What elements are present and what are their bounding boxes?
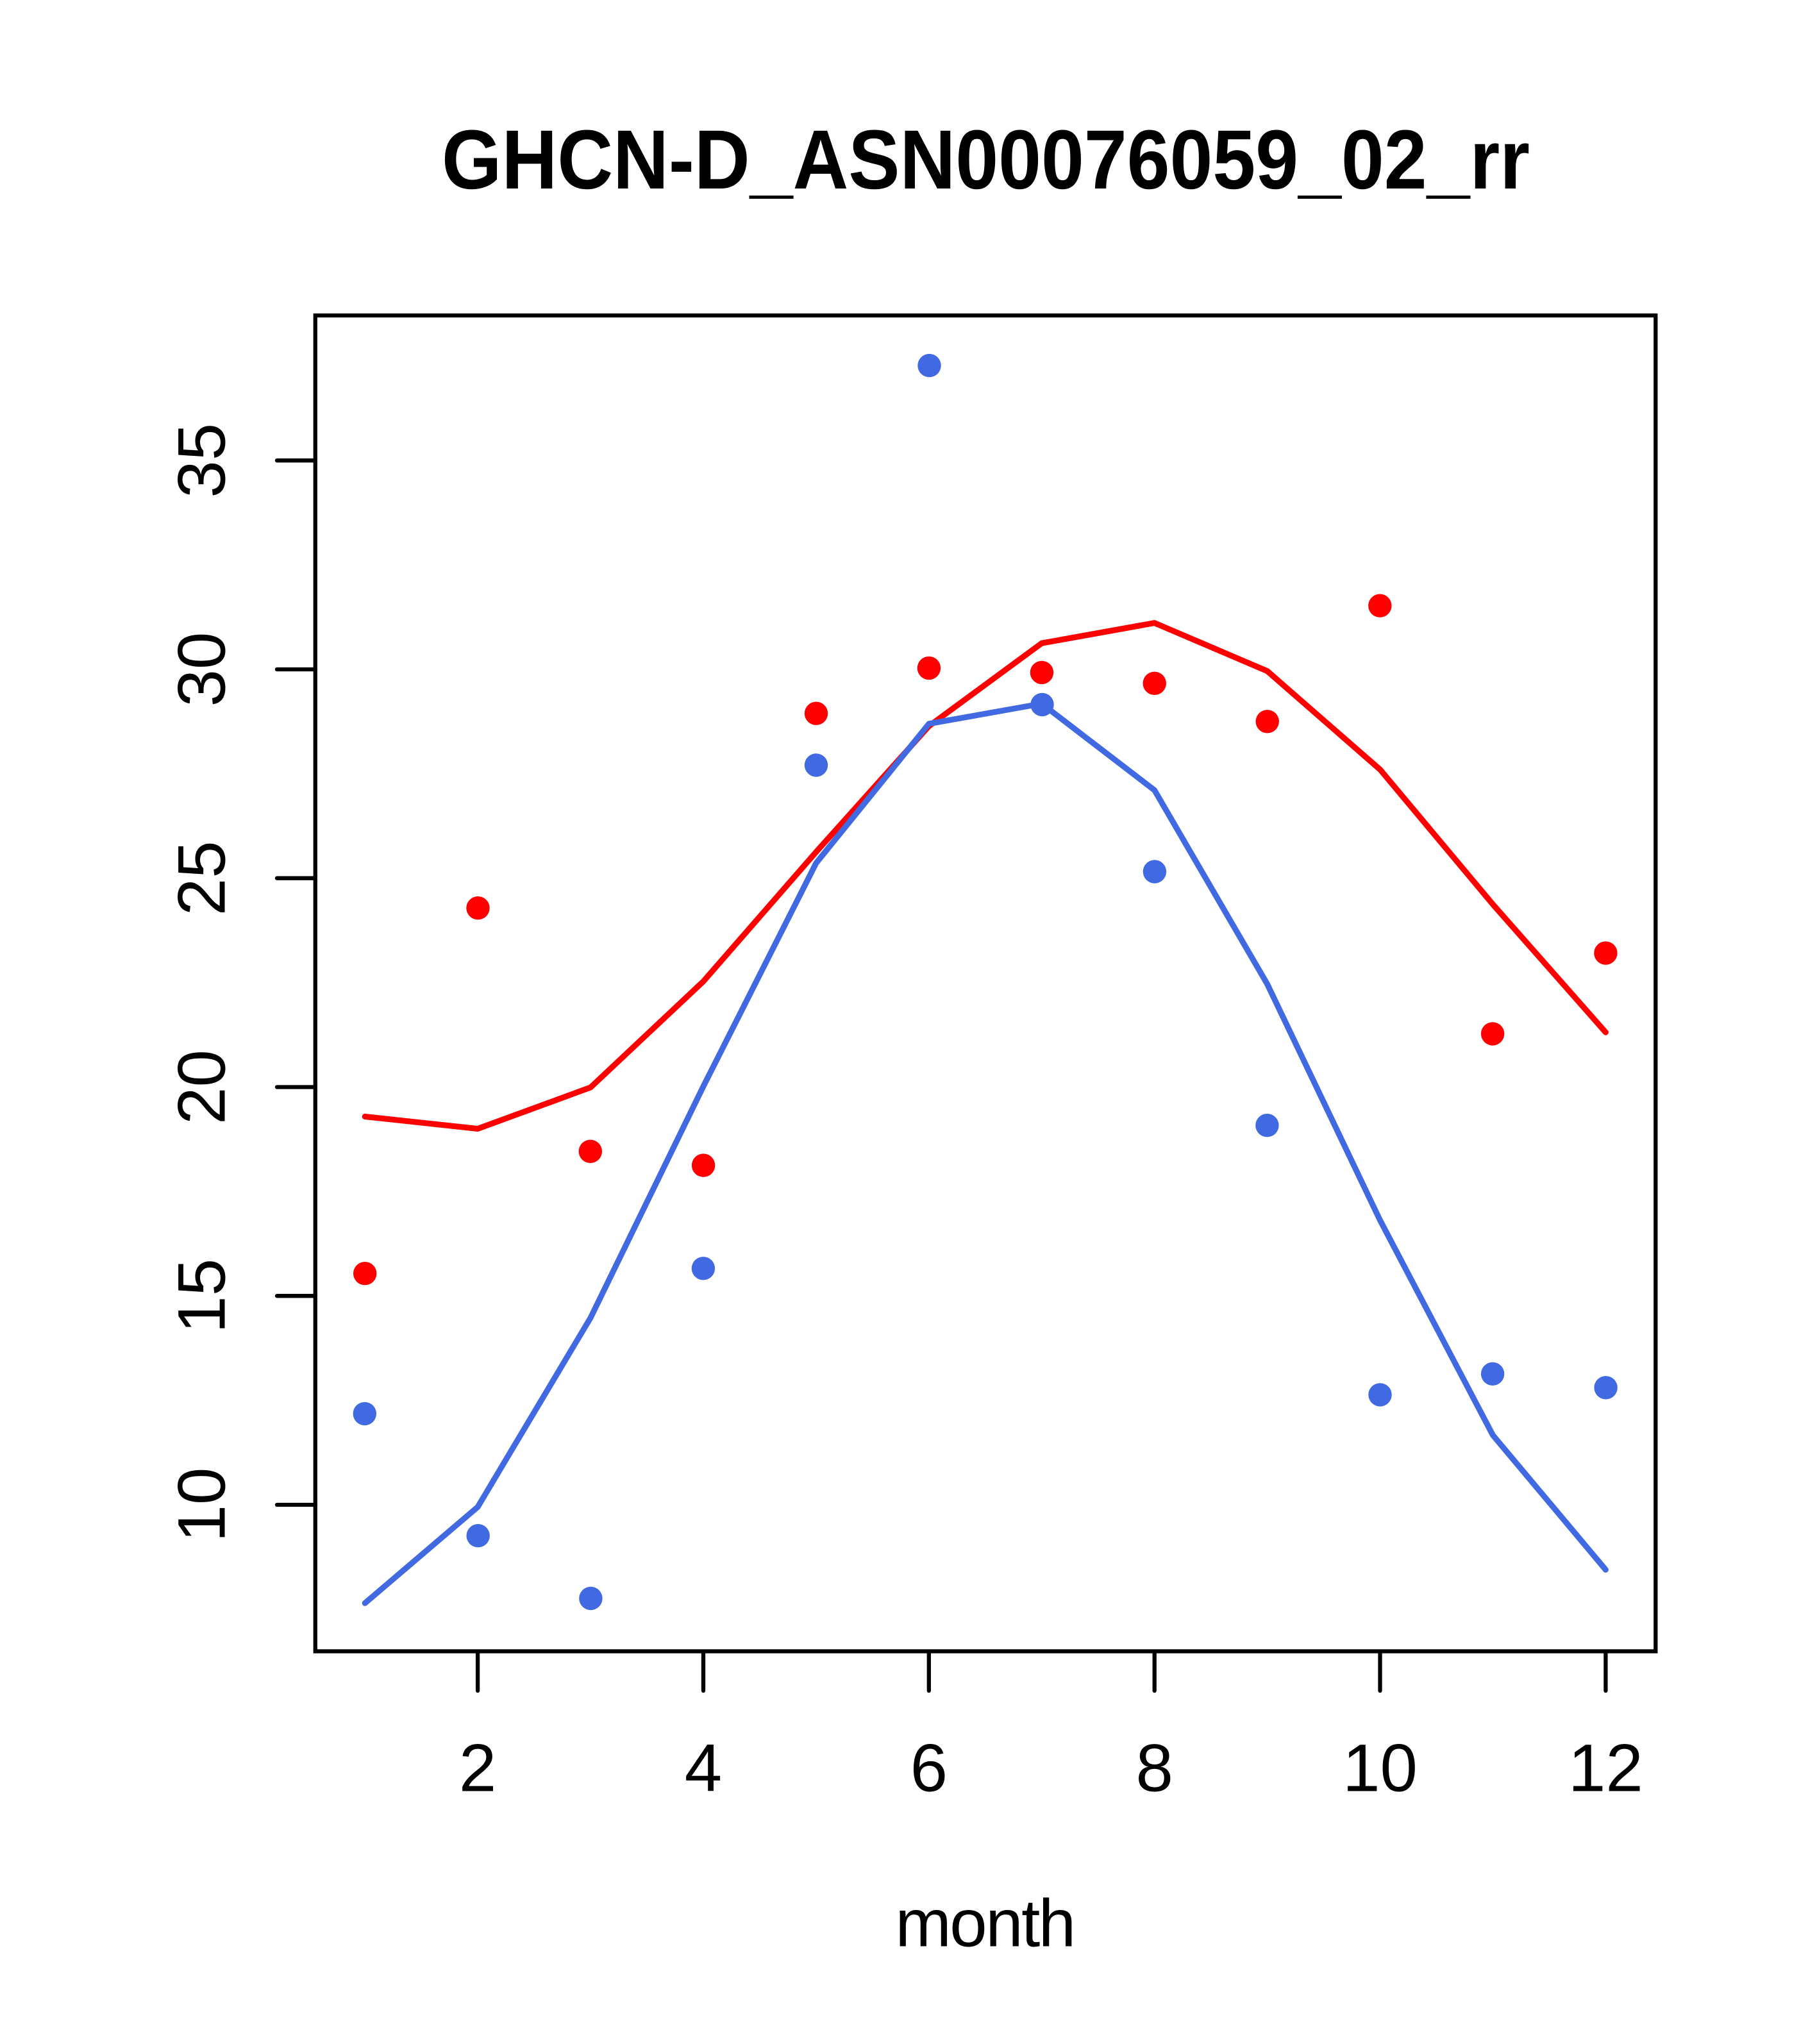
svg-text:35: 35 bbox=[165, 423, 240, 498]
svg-text:2: 2 bbox=[459, 1731, 496, 1806]
svg-text:20: 20 bbox=[165, 1050, 240, 1125]
svg-text:6: 6 bbox=[910, 1731, 948, 1806]
svg-text:4: 4 bbox=[685, 1731, 722, 1806]
svg-text:month: month bbox=[895, 1886, 1074, 1961]
svg-text:10: 10 bbox=[165, 1468, 240, 1543]
svg-text:25: 25 bbox=[165, 841, 240, 916]
svg-text:10: 10 bbox=[1343, 1731, 1418, 1806]
svg-text:GHCN-D_ASN00076059_02_rr: GHCN-D_ASN00076059_02_rr bbox=[442, 112, 1530, 206]
svg-text:12: 12 bbox=[1568, 1731, 1643, 1806]
svg-text:30: 30 bbox=[165, 632, 240, 707]
svg-text:8: 8 bbox=[1135, 1731, 1173, 1806]
svg-text:15: 15 bbox=[165, 1259, 240, 1334]
